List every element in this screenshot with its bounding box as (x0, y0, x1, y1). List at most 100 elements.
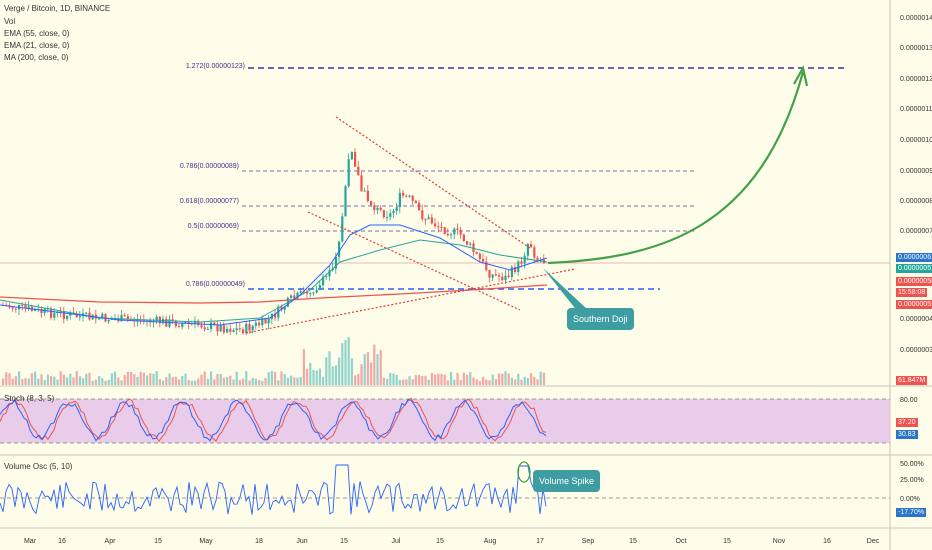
candle-body (370, 201, 373, 206)
volume-bar (30, 373, 33, 385)
ma200-label[interactable]: MA (200, close, 0) (4, 53, 69, 62)
volume-bar (408, 376, 411, 385)
time-axis-label: 15 (154, 538, 162, 545)
volume-bar (274, 371, 277, 385)
volume-bar (424, 375, 427, 385)
candle-body (280, 306, 283, 310)
southern-doji-callout[interactable]: Southern Doji (567, 308, 634, 330)
candle-body (514, 267, 517, 273)
volume-bar (123, 374, 126, 385)
candle-body (533, 247, 536, 258)
candle-body (421, 210, 424, 220)
volume-badge: 61.847M (896, 376, 928, 385)
candle-body (62, 312, 65, 320)
volume-bar (120, 380, 123, 385)
vol-indicator-label[interactable]: Vol (4, 17, 16, 26)
volume-bar (475, 379, 478, 385)
volume-bar (344, 340, 347, 385)
candle-body (206, 328, 209, 330)
projection-curve[interactable] (547, 71, 805, 265)
candle-body (251, 325, 254, 331)
volume-osc-tick-label: 50.00% (900, 461, 924, 468)
volume-bar (450, 371, 453, 385)
candle-body (98, 318, 101, 320)
volume-bar (504, 371, 507, 385)
candle-body (424, 219, 427, 221)
volume-bar (50, 376, 53, 385)
candle-body (350, 152, 353, 160)
ema-price-badge: 0.00000057 (896, 264, 932, 273)
candle-body (392, 210, 395, 214)
volume-bar (162, 380, 165, 385)
stoch-label[interactable]: Stoch (8, 3, 5) (4, 394, 55, 403)
volume-osc-tick-label: 0.00% (900, 496, 920, 503)
ema55-label[interactable]: EMA (55, close, 0) (4, 29, 70, 38)
volume-bar (494, 379, 497, 385)
countdown-badge: 15:58:08 (896, 288, 928, 297)
support-trendline[interactable] (245, 268, 576, 334)
lower-trendline[interactable] (307, 211, 521, 311)
volume-bar (245, 371, 248, 385)
volume-bar (37, 378, 40, 385)
candle-body (402, 192, 405, 196)
candle-body (53, 312, 56, 318)
candle-body (155, 316, 158, 322)
volume-bar (107, 379, 110, 385)
volume-bar (382, 377, 385, 385)
volume-bar (82, 378, 85, 385)
candle-body (357, 166, 360, 176)
candle-body (430, 217, 433, 224)
time-axis-label: Aug (484, 538, 497, 545)
volume-spike-callout[interactable]: Volume Spike (533, 470, 601, 492)
volume-bar (110, 373, 113, 385)
volume-bar (251, 377, 254, 385)
volume-bar (152, 373, 155, 385)
volume-bar (85, 374, 88, 385)
volume-osc-badge: -17.70% (896, 508, 927, 517)
volume-bar (66, 377, 69, 385)
volume-osc-label[interactable]: Volume Osc (5, 10) (4, 462, 73, 471)
candle-body (414, 200, 417, 203)
volume-bar (302, 349, 305, 385)
candle-body (40, 308, 43, 314)
candle-body (395, 207, 398, 211)
volume-bar (98, 376, 101, 385)
volume-bar (146, 375, 149, 385)
candle-body (462, 234, 465, 242)
volume-bar (437, 373, 440, 385)
candle-body (344, 186, 347, 217)
volume-bar (354, 375, 357, 385)
volume-bar (158, 379, 161, 385)
upper-trendline[interactable] (335, 116, 531, 249)
volume-bar (94, 379, 97, 385)
volume-bar (190, 380, 193, 385)
candle-body (226, 328, 229, 333)
candle-body (398, 192, 401, 208)
volume-bar (229, 375, 232, 385)
ema21-label[interactable]: EMA (21, close, 0) (4, 41, 70, 50)
volume-bar (283, 373, 286, 385)
volume-bar (338, 357, 341, 385)
volume-bar (219, 373, 222, 385)
volume-bar (280, 371, 283, 385)
volume-spike-marker[interactable] (517, 461, 531, 483)
candle-body (510, 267, 513, 277)
volume-bar (34, 371, 37, 385)
volume-bar (453, 379, 456, 385)
volume-bar (405, 379, 408, 385)
volume-bar (446, 380, 449, 385)
volume-bar (331, 366, 334, 385)
volume-bar (226, 377, 229, 385)
candle-body (181, 323, 184, 328)
candle-body (318, 285, 321, 291)
time-axis-label: 18 (255, 538, 263, 545)
candle-body (437, 226, 440, 228)
candle-body (491, 274, 494, 278)
time-axis-label: Apr (105, 538, 117, 545)
candle-body (376, 207, 379, 211)
volume-bar (501, 373, 504, 385)
volume-bar (235, 371, 238, 385)
